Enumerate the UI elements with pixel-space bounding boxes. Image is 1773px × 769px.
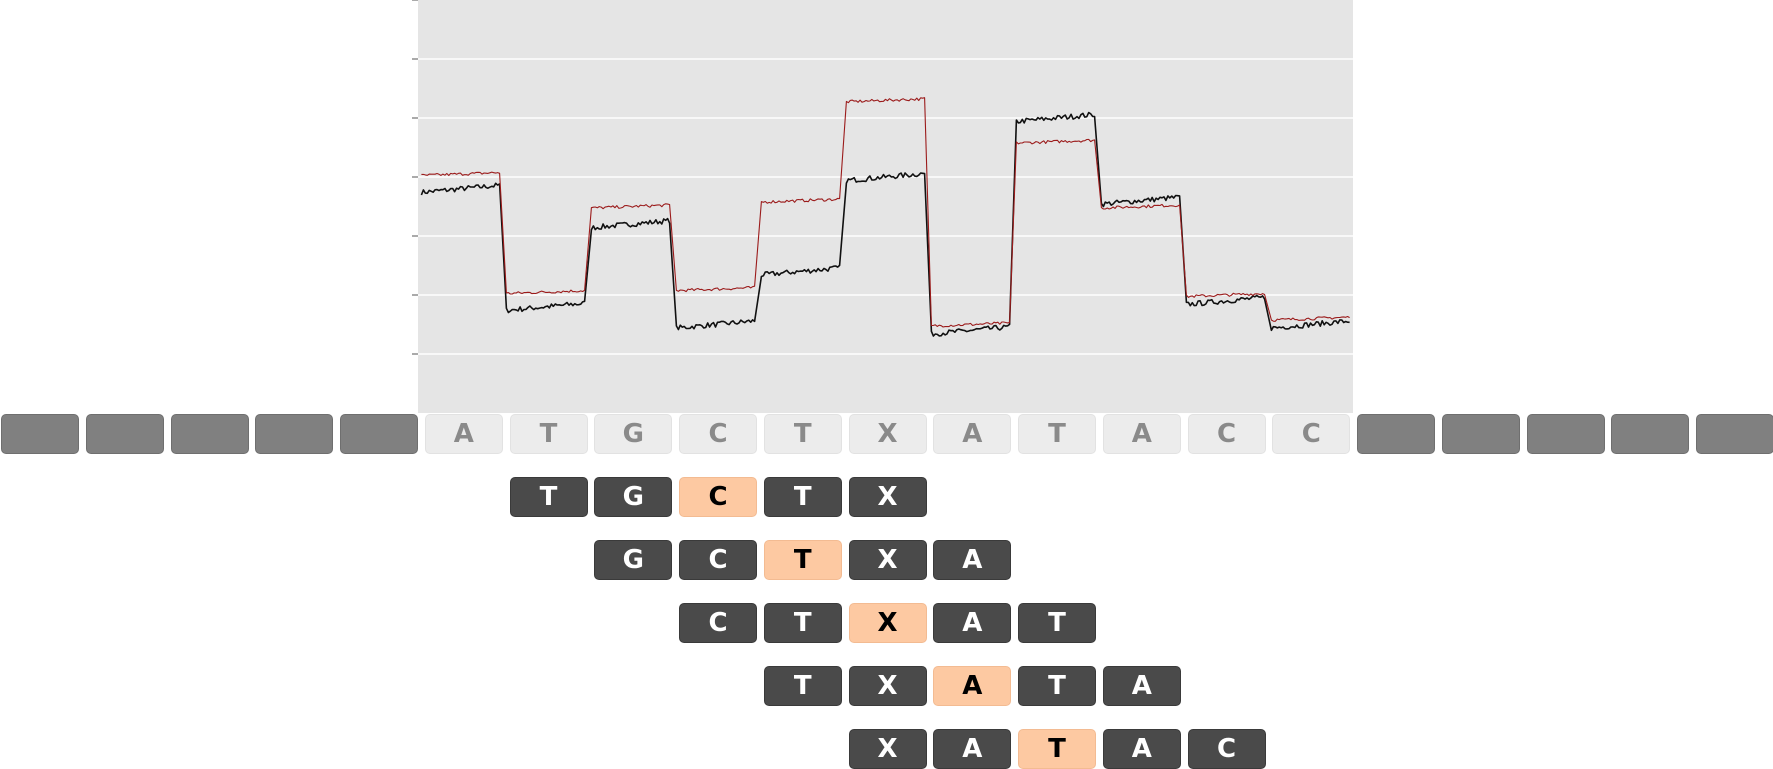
kmer-center-base: T (1018, 729, 1096, 769)
sequence-padding-cell (1441, 414, 1520, 454)
kmer-base: A (933, 729, 1012, 769)
sequence-base-cell: A (1102, 414, 1181, 454)
kmer-base: T (763, 666, 842, 706)
sequence-base-cell: C (1187, 414, 1266, 454)
kmer-base: C (1187, 729, 1266, 769)
kmer-base: T (509, 477, 588, 517)
kmer-base: X (848, 540, 927, 580)
sequence-base-cell: G (594, 414, 673, 454)
sequence-base-cell: A (933, 414, 1012, 454)
kmer-base: A (933, 540, 1012, 580)
signal-traces (420, 97, 1350, 337)
sequence-padding-cell (340, 414, 418, 454)
kmer-base: T (1018, 666, 1096, 706)
kmer-base: C (679, 603, 757, 643)
sequence-base-cell: X (848, 414, 927, 454)
y-axis-ticks (412, 0, 418, 355)
kmer-base: G (594, 477, 673, 517)
kmer-base: T (763, 477, 842, 517)
kmer-base: G (594, 540, 673, 580)
black-signal-trace (420, 111, 1350, 337)
sequence-base-cell: C (679, 414, 757, 454)
kmer-center-base: A (933, 666, 1012, 706)
sequence-base-cell: T (763, 414, 842, 454)
sequence-base-cell: A (424, 414, 503, 454)
sequence-padding-cell (1696, 414, 1773, 454)
kmer-base: A (933, 603, 1012, 643)
sequence-padding-cell (255, 414, 334, 454)
sequence-padding-cell (1526, 414, 1605, 454)
sequence-padding-cell (1, 414, 79, 454)
kmer-center-base: C (679, 477, 757, 517)
red-signal-trace (421, 97, 1350, 328)
sequence-base-cell: T (1018, 414, 1096, 454)
kmer-base: C (679, 540, 757, 580)
kmer-base: A (1102, 729, 1181, 769)
kmer-base: A (1102, 666, 1181, 706)
kmer-base: T (1018, 603, 1096, 643)
kmer-base: X (848, 477, 927, 517)
sequence-padding-cell (170, 414, 249, 454)
kmer-center-base: T (763, 540, 842, 580)
gridlines (418, 58, 1353, 355)
plot-background (418, 0, 1353, 413)
kmer-center-base: X (848, 603, 927, 643)
sequence-padding-cell (1611, 414, 1690, 454)
sequence-base-cell: T (509, 414, 588, 454)
kmer-base: T (763, 603, 842, 643)
kmer-base: X (848, 666, 927, 706)
sequence-base-cell: C (1272, 414, 1351, 454)
sequence-padding-cell (1357, 414, 1435, 454)
sequence-padding-cell (85, 414, 164, 454)
kmer-base: X (848, 729, 927, 769)
